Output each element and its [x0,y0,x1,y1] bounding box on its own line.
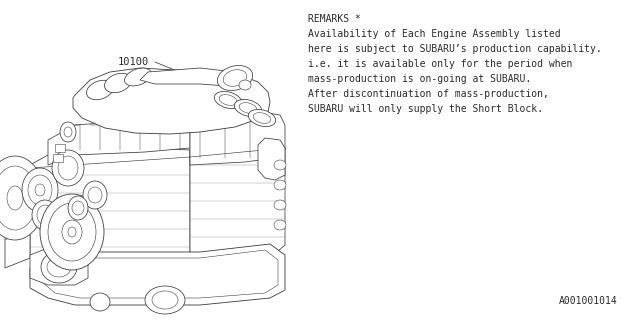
Ellipse shape [83,181,107,209]
Ellipse shape [22,168,58,212]
Ellipse shape [274,180,286,190]
Ellipse shape [28,175,52,205]
Text: here is subject to SUBARU’s production capability.: here is subject to SUBARU’s production c… [308,44,602,54]
Ellipse shape [125,68,152,86]
Ellipse shape [239,103,257,113]
Text: REMARKS *: REMARKS * [308,14,361,24]
Ellipse shape [48,203,96,261]
Ellipse shape [41,251,77,283]
Ellipse shape [72,201,84,215]
Polygon shape [140,68,248,87]
Polygon shape [30,148,190,268]
Polygon shape [73,68,270,134]
Ellipse shape [274,220,286,230]
Ellipse shape [86,80,113,100]
Text: 10100: 10100 [118,57,149,67]
Ellipse shape [68,227,76,237]
Ellipse shape [234,100,262,116]
Ellipse shape [220,95,237,105]
Ellipse shape [47,257,71,277]
Ellipse shape [145,286,185,314]
Ellipse shape [0,166,37,230]
Text: i.e. it is available only for the period when: i.e. it is available only for the period… [308,59,572,69]
Polygon shape [258,138,285,180]
Ellipse shape [214,92,242,108]
Polygon shape [5,162,30,268]
Polygon shape [5,165,30,225]
Ellipse shape [40,194,104,270]
Ellipse shape [35,184,45,196]
Ellipse shape [32,200,58,230]
Ellipse shape [88,187,102,203]
Bar [55,144,65,152]
Ellipse shape [68,196,88,220]
Ellipse shape [152,291,178,309]
Ellipse shape [253,113,271,124]
Ellipse shape [60,122,76,142]
Ellipse shape [52,150,84,186]
Text: A001001014: A001001014 [559,296,618,306]
Polygon shape [42,250,278,298]
Ellipse shape [0,156,45,240]
Text: mass-production is on-going at SUBARU.: mass-production is on-going at SUBARU. [308,74,531,84]
Polygon shape [48,120,190,165]
Text: After discontinuation of mass-production,: After discontinuation of mass-production… [308,89,549,99]
Text: Availability of Each Engine Assembly listed: Availability of Each Engine Assembly lis… [308,29,561,39]
Polygon shape [190,110,285,165]
Ellipse shape [90,293,110,311]
Ellipse shape [62,220,82,244]
Ellipse shape [37,205,53,225]
Bar [53,154,63,162]
Polygon shape [190,138,285,265]
Ellipse shape [223,70,247,86]
Ellipse shape [104,73,131,93]
Ellipse shape [239,80,251,90]
Ellipse shape [274,160,286,170]
Ellipse shape [58,156,78,180]
Polygon shape [30,248,88,285]
Ellipse shape [274,200,286,210]
Ellipse shape [248,109,276,126]
Polygon shape [30,244,285,305]
Ellipse shape [218,66,253,91]
Ellipse shape [7,186,23,210]
Ellipse shape [64,127,72,137]
Text: SUBARU will only supply the Short Block.: SUBARU will only supply the Short Block. [308,104,543,114]
